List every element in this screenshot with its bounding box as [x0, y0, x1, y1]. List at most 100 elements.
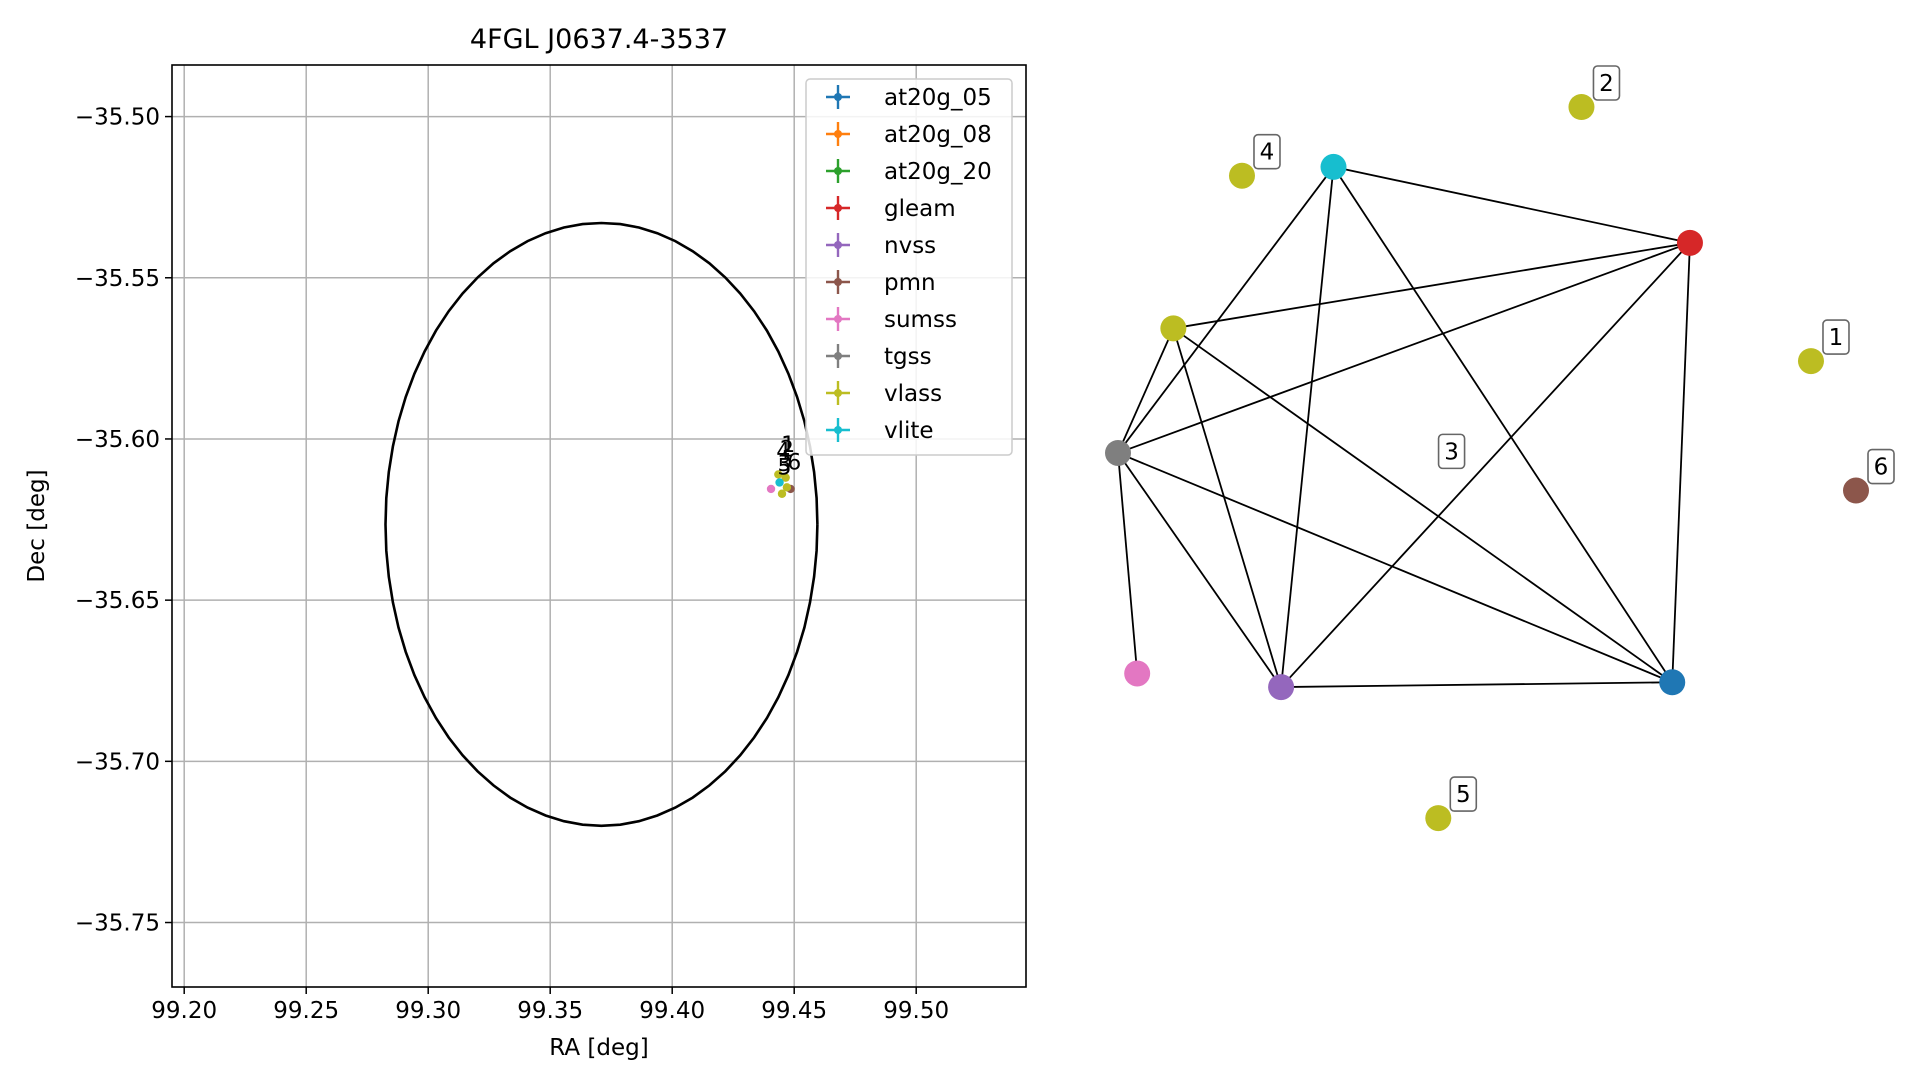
legend-marker-dot [834, 389, 842, 397]
graph-node-pmn_6 [1843, 477, 1869, 504]
legend-label: pmn [884, 270, 936, 296]
legend-label: vlass [884, 381, 942, 407]
graph-node-vlass_1 [1797, 348, 1824, 375]
legend-marker-dot [834, 241, 842, 249]
x-tick-label: 99.35 [517, 998, 583, 1024]
graph-node-gleam [1676, 229, 1703, 256]
node-label-box [1822, 319, 1850, 355]
legend-marker-dot [834, 130, 842, 138]
graph-nodes [1105, 94, 1869, 832]
graph-edges [1117, 166, 1691, 688]
legend-label: sumss [884, 307, 957, 333]
x-tick-label: 99.20 [151, 998, 217, 1024]
graph-edge [1671, 242, 1691, 683]
graph-node-vlass_5 [1425, 805, 1452, 832]
node-label-box [1592, 65, 1621, 101]
legend-label: gleam [884, 196, 956, 222]
y-tick-label: −35.55 [75, 266, 160, 292]
node-label-box [1253, 133, 1281, 170]
node-label: 5 [1456, 782, 1471, 808]
point-annotation: 4 [776, 439, 790, 464]
graph-node-sumss [1124, 660, 1151, 687]
x-tick-label: 99.45 [761, 998, 827, 1024]
legend-frame [805, 78, 1013, 456]
graph-node-vlite [1320, 153, 1347, 180]
point-annotation: 1 [781, 433, 795, 458]
data-point-sumss [766, 484, 776, 494]
legend-label: vlite [884, 418, 934, 444]
graph-edge [1117, 241, 1691, 454]
graph-node-tgss [1105, 439, 1131, 466]
node-label: 6 [1874, 455, 1889, 481]
graph-edge [1280, 242, 1691, 688]
x-tick-label: 99.50 [883, 998, 949, 1024]
axes-frame [171, 64, 1027, 988]
node-label-box [1437, 433, 1466, 470]
node-label-box [1449, 776, 1478, 812]
node-label: 2 [1599, 71, 1614, 97]
node-label: 3 [1444, 439, 1459, 465]
legend-label: nvss [884, 233, 936, 259]
y-tick-label: −35.75 [75, 911, 160, 937]
graph-edge [1332, 166, 1673, 683]
graph-edge [1333, 166, 1691, 244]
x-axis-label: RA [deg] [549, 1035, 648, 1061]
y-tick-label: −35.60 [75, 427, 160, 453]
y-axis-label: Dec [deg] [24, 469, 50, 582]
graph-node-vlass_hub [1160, 315, 1187, 342]
node-label: 4 [1260, 140, 1275, 166]
data-point-vlass [782, 483, 792, 492]
legend-marker-dot [834, 426, 842, 434]
legend-label: at20g_20 [884, 159, 992, 185]
data-point-vlite [775, 478, 784, 487]
y-tick-label: −35.70 [75, 749, 160, 775]
graph-edge [1173, 241, 1691, 330]
legend-label: at20g_08 [884, 122, 992, 148]
legend-marker-dot [834, 204, 842, 212]
graph-edge [1117, 166, 1335, 454]
point-annotation: 2 [780, 438, 794, 463]
legend-label: at20g_05 [884, 85, 992, 111]
error-ellipse [384, 221, 819, 828]
graph-edge [1172, 327, 1673, 684]
legend-marker-dot [834, 278, 842, 286]
graph-edge [1280, 166, 1335, 688]
network-graph: 1 2 4 5 6 3 [1105, 65, 1895, 832]
data-point-vlass [774, 470, 783, 479]
legend-label: tgss [884, 344, 932, 370]
graph-node-labels: 1 2 4 5 6 3 [1253, 65, 1895, 812]
graph-node-nvss [1268, 674, 1295, 701]
point-annotation: 6 [787, 451, 801, 476]
x-axis-ticks: 99.20 99.25 99.30 99.35 99.40 99.45 99.50 [151, 987, 949, 1024]
graph-edge [1281, 681, 1673, 688]
graph-node-vlass_2 [1568, 94, 1595, 120]
y-tick-label: −35.65 [75, 588, 160, 614]
node-label-box [1867, 448, 1895, 485]
data-point-vlass [777, 489, 787, 498]
x-tick-label: 99.40 [639, 998, 705, 1024]
y-axis-ticks: −35.50 −35.55 −35.60 −35.65 −35.70 −35.75 [75, 105, 172, 937]
data-point-vlass [781, 473, 790, 482]
graph-edge [1172, 328, 1282, 688]
y-tick-label: −35.50 [75, 105, 160, 131]
x-tick-label: 99.25 [273, 998, 339, 1024]
point-annotation: 5 [777, 455, 791, 480]
graph-node-vlass_4 [1228, 162, 1255, 189]
point-annotation: 3 [777, 452, 791, 477]
graph-edge [1117, 452, 1139, 674]
graph-edge [1117, 452, 1282, 688]
graph-edge [1117, 452, 1673, 684]
graph-edge [1117, 327, 1175, 454]
x-tick-label: 99.30 [395, 998, 461, 1024]
legend-marker-dot [834, 315, 842, 323]
legend-marker-dot [834, 167, 842, 175]
legend-marker-dot [834, 352, 842, 360]
graph-node-at20g_05 [1659, 669, 1686, 696]
node-label: 1 [1829, 325, 1844, 351]
chart-title: 4FGL J0637.4-3537 [470, 24, 728, 55]
